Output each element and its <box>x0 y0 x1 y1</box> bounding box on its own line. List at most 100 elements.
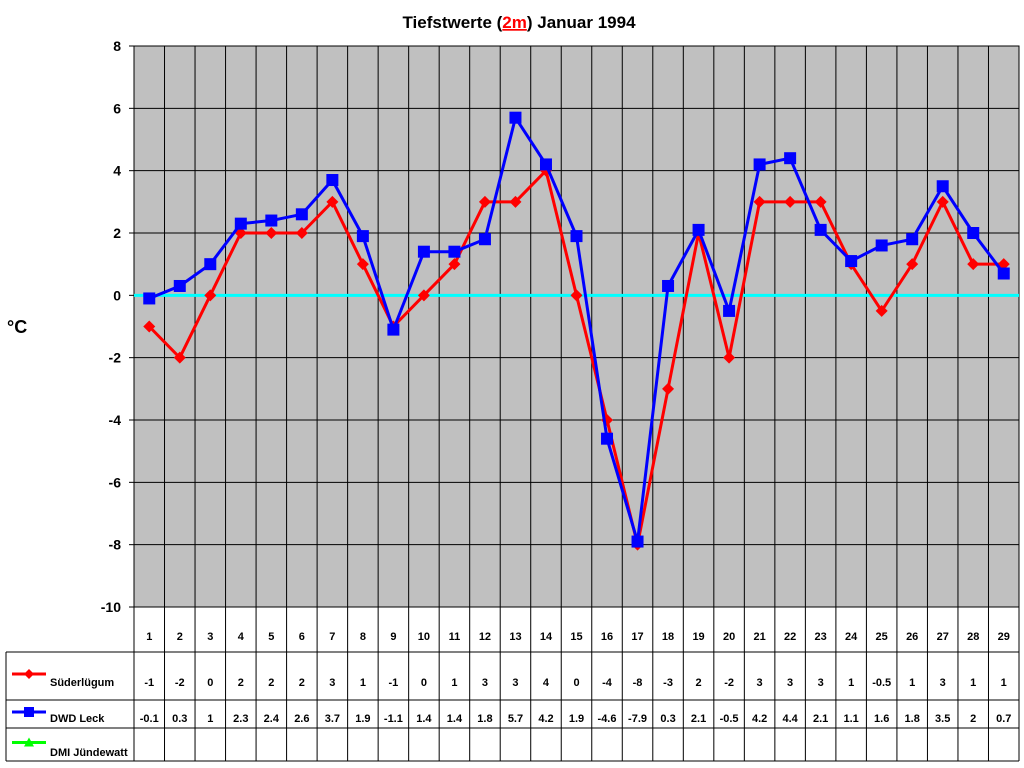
data-table-value: 3 <box>787 677 793 689</box>
data-point <box>723 351 736 364</box>
data-point <box>234 217 247 230</box>
data-point <box>570 289 583 302</box>
y-tick-label: -2 <box>109 350 122 366</box>
data-point <box>723 304 736 317</box>
data-point <box>936 180 949 193</box>
x-category-label: 29 <box>998 631 1010 643</box>
data-table-value: 2 <box>238 677 244 689</box>
data-table-value: -1 <box>144 677 154 689</box>
data-table-value: 3 <box>329 677 335 689</box>
data-point <box>478 195 491 208</box>
legend-marker <box>24 669 34 679</box>
y-tick-label: -8 <box>109 537 122 553</box>
data-point <box>997 267 1010 280</box>
data-point <box>753 195 766 208</box>
data-table-value: 4.2 <box>752 713 767 725</box>
data-point <box>326 174 339 187</box>
data-point <box>448 245 461 258</box>
series-lines <box>143 111 1010 551</box>
x-category-label: 26 <box>906 631 918 643</box>
data-point <box>753 158 766 171</box>
data-point <box>662 279 675 292</box>
data-point <box>570 230 583 243</box>
data-table-value: 1.6 <box>874 713 889 725</box>
x-category-label: 1 <box>146 631 152 643</box>
legend-marker <box>24 737 34 747</box>
x-category-label: 14 <box>540 631 553 643</box>
x-category-label: 19 <box>692 631 704 643</box>
data-table-value: 2.4 <box>264 713 280 725</box>
y-tick-label: 2 <box>113 225 121 241</box>
legend-label: DMI Jündewatt <box>50 747 128 759</box>
y-tick-label: 4 <box>113 163 121 179</box>
data-table-value: 1.4 <box>447 713 463 725</box>
y-tick-label: -10 <box>101 599 121 615</box>
data-table-value: -3 <box>663 677 673 689</box>
title-prefix: Tiefstwerte ( <box>402 13 502 32</box>
x-category-label: 8 <box>360 631 366 643</box>
plot-area <box>133 45 1020 608</box>
legend-label: Süderlügum <box>50 677 114 689</box>
data-table-value: 1.9 <box>569 713 584 725</box>
data-point <box>539 158 552 171</box>
data-point <box>509 111 522 124</box>
y-tick-label: 0 <box>113 287 121 303</box>
data-point <box>631 535 644 548</box>
x-category-label: 16 <box>601 631 613 643</box>
data-table-value: 2 <box>268 677 274 689</box>
x-category-label: 23 <box>815 631 827 643</box>
data-point <box>906 233 919 246</box>
x-category-label: 11 <box>449 631 461 643</box>
x-category-label: 28 <box>967 631 979 643</box>
y-tick-label: -6 <box>109 474 122 490</box>
x-category-label: 4 <box>238 631 245 643</box>
data-point <box>417 289 430 302</box>
data-point <box>875 239 888 252</box>
data-point <box>784 152 797 165</box>
data-table-value: 3.5 <box>935 713 950 725</box>
x-category-label: 10 <box>418 631 430 643</box>
data-point <box>295 208 308 221</box>
data-table-value: 4.2 <box>538 713 553 725</box>
x-category-label: 20 <box>723 631 735 643</box>
x-category-label: 6 <box>299 631 305 643</box>
data-table-value: 1 <box>1001 677 1007 689</box>
data-point <box>204 258 217 271</box>
data-table-value: -0.5 <box>872 677 891 689</box>
y-tick-label: -4 <box>109 412 122 428</box>
data-point <box>356 230 369 243</box>
data-table-value: 5.7 <box>508 713 523 725</box>
data-table-value: 2 <box>696 677 702 689</box>
data-point <box>265 227 278 239</box>
data-point <box>936 195 949 208</box>
x-category-label: 9 <box>390 631 396 643</box>
data-point <box>509 195 522 208</box>
data-table-value: 1.9 <box>355 713 370 725</box>
data-table-value: 0.3 <box>660 713 675 725</box>
data-table-value: 1 <box>207 713 213 725</box>
y-tick-label: 6 <box>113 100 121 116</box>
data-point <box>601 432 614 445</box>
data-table: 1 2 3 4 5 6 7 8 9 10 11 12 13 14 15 16 17 18 19 20 21 22 23 24 2… <box>5 607 1020 762</box>
plot-background <box>133 45 1020 608</box>
data-table-value: -8 <box>633 677 643 689</box>
data-point <box>478 233 491 246</box>
data-point <box>875 304 888 317</box>
data-table-value: 1.4 <box>416 713 432 725</box>
x-category-label: 21 <box>753 631 765 643</box>
x-category-label: 5 <box>268 631 274 643</box>
data-point <box>173 279 186 292</box>
data-table-value: -0.5 <box>720 713 739 725</box>
data-point <box>814 195 827 208</box>
data-point <box>662 382 675 395</box>
data-table-value: 3 <box>512 677 518 689</box>
legend-label: DWD Leck <box>50 713 105 725</box>
data-point <box>448 258 461 271</box>
data-table-value: 1 <box>970 677 976 689</box>
data-table-value: -2 <box>175 677 185 689</box>
data-table-value: 4.4 <box>782 713 798 725</box>
x-category-label: 24 <box>845 631 858 643</box>
data-point <box>204 289 217 302</box>
x-category-label: 3 <box>207 631 213 643</box>
